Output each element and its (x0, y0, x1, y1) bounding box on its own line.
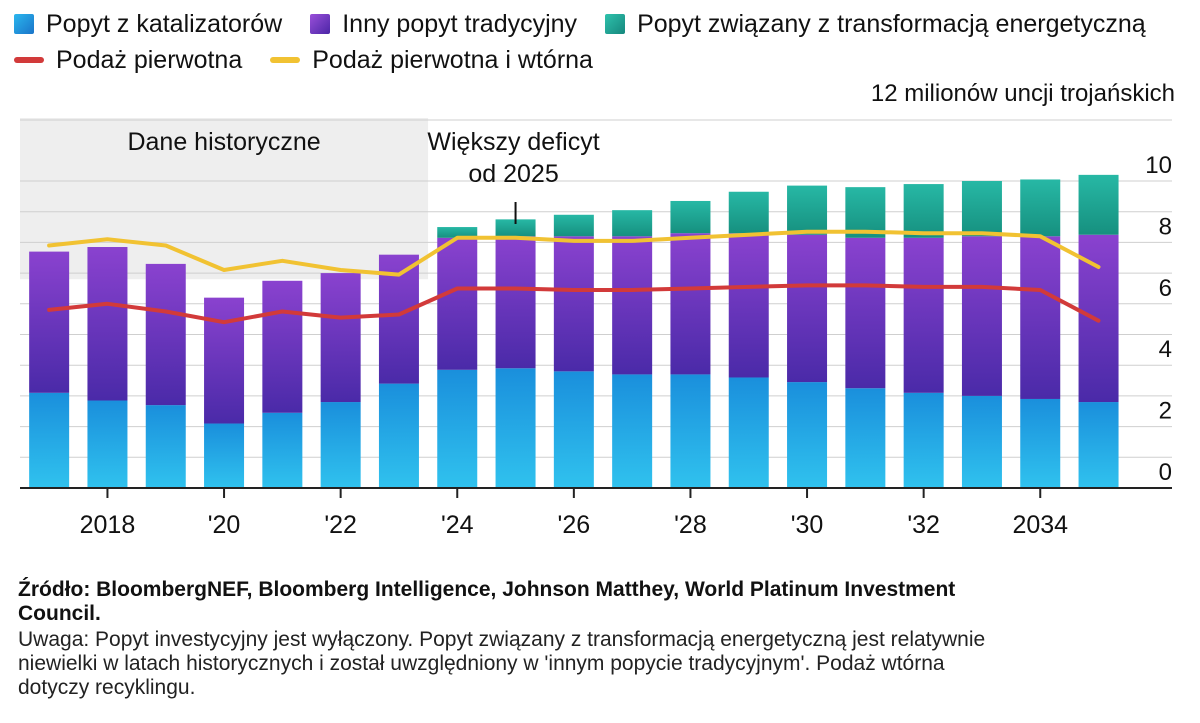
bar-catalyst (1020, 398, 1061, 488)
legend-label-energy: Popyt związany z transformacją energetyc… (637, 9, 1146, 38)
legend-label-other: Inny popyt tradycyjny (342, 9, 578, 38)
x-tick-label: '32 (907, 511, 940, 539)
legend-line-total (270, 57, 301, 63)
x-tick-label: '22 (324, 511, 357, 539)
source-text: Źródło: BloombergNEF, Bloomberg Intellig… (18, 578, 956, 625)
line-primary-supply (47, 283, 1101, 325)
x-tick-label: 2018 (80, 511, 136, 539)
bar-other (320, 273, 361, 403)
annotation-label: Większy deficyt (427, 128, 599, 156)
bar-other (961, 236, 1002, 396)
legend-label-total: Podaż pierwotna i wtórna (312, 45, 593, 74)
bar-energy (1020, 179, 1061, 237)
legend-swatch-energy (605, 14, 626, 34)
x-tick-label: '30 (791, 511, 824, 539)
bar-energy (961, 181, 1002, 237)
line-total-supply (47, 229, 1101, 277)
bar-energy (495, 219, 536, 237)
legend-label-catalyst: Popyt z katalizatorów (46, 9, 283, 38)
bar-other (145, 263, 186, 406)
x-tick-label: '24 (441, 511, 474, 539)
x-tick-label: '20 (208, 511, 241, 539)
bar-catalyst (204, 423, 245, 488)
bar-other (787, 234, 828, 383)
y-tick-label: 2 (1159, 398, 1172, 425)
bar-energy (670, 200, 711, 234)
bar-other (29, 251, 70, 393)
legend-line-primary (14, 57, 44, 63)
bar-energy (553, 214, 594, 237)
bar-catalyst (29, 392, 70, 488)
bar-other (728, 233, 769, 378)
y-tick-label: 10 (1145, 152, 1172, 179)
legend-swatch-other (310, 14, 331, 34)
bar-energy (612, 210, 653, 237)
chart: 0 2 4 6 8 10 2018 '20 '22 '24 '26 '28 '30 '32 2034 Dan… (20, 118, 1172, 539)
legend: Popyt z katalizatorów Inny popyt tradycy… (14, 6, 1194, 78)
bar-catalyst (145, 405, 186, 488)
bar-other (670, 233, 711, 375)
bar-catalyst (262, 412, 303, 488)
bar-energy (728, 191, 769, 234)
legend-label-primary: Podaż pierwotna (56, 45, 243, 74)
bar-catalyst (787, 382, 828, 488)
bar-catalyst (1078, 402, 1119, 488)
legend-item-energy: Popyt związany z transformacją energetyc… (605, 10, 1146, 39)
bar-catalyst (903, 392, 944, 488)
legend-item-primary: Podaż pierwotna (14, 46, 242, 75)
y-tick-label: 8 (1159, 213, 1172, 240)
bar-other (495, 236, 536, 369)
y-tick-label: 0 (1159, 459, 1172, 486)
bar-catalyst (670, 374, 711, 488)
bar-energy (437, 227, 478, 238)
bar-catalyst (612, 374, 653, 488)
bar-catalyst (437, 369, 478, 488)
x-tick-label: '26 (558, 511, 591, 539)
bar-energy (787, 185, 828, 235)
x-tick-label: '28 (674, 511, 707, 539)
y-tick-label: 4 (1159, 336, 1172, 363)
legend-swatch-catalyst (14, 14, 34, 34)
bar-catalyst (87, 400, 128, 488)
bar-catalyst (845, 388, 886, 488)
bar-catalyst (320, 402, 361, 488)
bar-other (845, 237, 886, 389)
historical-label: Dane historyczne (127, 128, 320, 156)
legend-item-other: Inny popyt tradycyjny (310, 10, 577, 39)
annotation-label: od 2025 (468, 160, 558, 188)
bar-other (204, 297, 245, 424)
unit-label: 12 milionów uncji trojańskich (870, 80, 1175, 107)
y-tick-label: 6 (1159, 275, 1172, 302)
bar-other (437, 237, 478, 370)
footer: Źródło: BloombergNEF, Bloomberg Intellig… (18, 578, 1018, 700)
bar-energy (1078, 174, 1119, 235)
bar-other (612, 236, 653, 375)
bar-other (903, 237, 944, 393)
note-text: Uwaga: Popyt investycyjny jest wyłączony… (18, 628, 986, 699)
bar-other (87, 247, 128, 401)
bar-catalyst (728, 377, 769, 488)
bar-other (553, 236, 594, 372)
x-tick-label: 2034 (1012, 511, 1068, 539)
bar-energy (903, 184, 944, 238)
bar-other (1020, 236, 1061, 399)
bar-other (1078, 234, 1119, 403)
legend-item-catalyst: Popyt z katalizatorów (14, 10, 282, 39)
bar-catalyst (495, 368, 536, 488)
bar-catalyst (378, 383, 419, 488)
bar-other (262, 280, 303, 413)
bar-catalyst (961, 395, 1002, 488)
bar-energy (845, 187, 886, 238)
bar-catalyst (553, 371, 594, 488)
legend-item-total: Podaż pierwotna i wtórna (270, 46, 593, 75)
